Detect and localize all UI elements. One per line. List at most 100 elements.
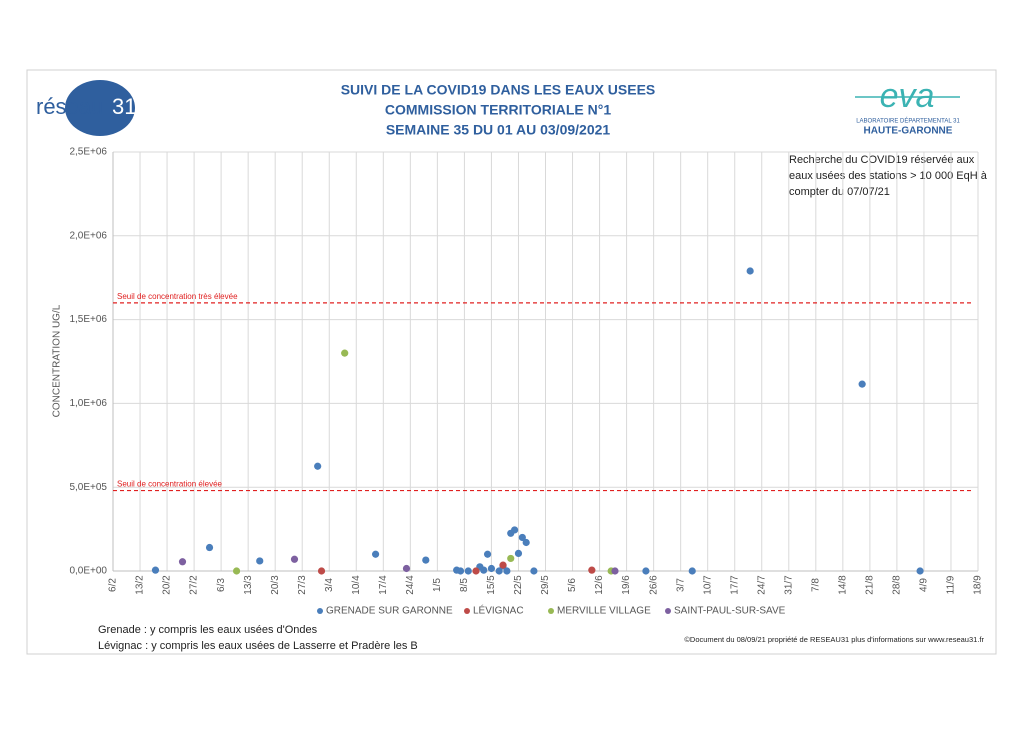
y-tick-label: 5,0E+05 [69,482,107,493]
legend-marker [665,608,671,614]
legend-label: GRENADE SUR GARONNE [326,606,453,617]
logo-line2: HAUTE-GARONNE [864,126,953,137]
x-tick-label: 31/7 [783,575,794,595]
y-tick-label: 2,0E+06 [69,230,107,241]
point [688,567,696,575]
x-tick-label: 1/5 [432,578,443,592]
x-tick-label: 24/7 [756,575,767,595]
point [341,349,349,357]
legend-marker [548,608,554,614]
point [522,538,530,547]
x-tick-label: 28/8 [892,575,903,595]
point [642,567,650,575]
x-tick-label: 14/8 [837,575,848,595]
point [314,462,322,470]
legend-label: SAINT-PAUL-SUR-SAVE [674,606,786,617]
point [487,564,496,573]
x-tick-label: 18/9 [973,575,984,595]
point [518,533,526,542]
point [530,567,538,575]
annotation: Recherche du COVID19 réservée aux [789,154,975,166]
point [916,567,924,575]
y-tick-label: 1,0E+06 [69,398,107,409]
x-tick-label: 29/5 [540,575,551,595]
threshold-label: Seuil de concentration élevée [117,480,223,489]
chart-title: COMMISSION TERRITORIALE N°1 [385,102,611,118]
logo-eva: eva [880,77,935,115]
point [205,543,214,552]
chart-title: SEMAINE 35 DU 01 AU 03/09/2021 [386,122,611,138]
annotation: compter du 07/07/21 [789,186,890,198]
logo-circle [65,80,135,136]
point [317,567,326,575]
point [371,550,380,558]
point [514,549,523,558]
x-tick-label: 13/2 [135,575,146,595]
x-tick-label: 7/8 [810,578,821,592]
logo-line1: LABORATOIRE DÉPARTEMENTAL 31 [856,118,960,125]
legend-label: LÉVIGNAC [473,604,524,617]
note: Lévignac : y compris les eaux usées de L… [98,640,418,652]
point [151,566,160,574]
logo-text: réseau [36,94,103,119]
x-tick-label: 5/6 [567,578,578,592]
y-tick-label: 0,0E+00 [69,566,107,577]
point [178,558,187,566]
point [511,526,519,534]
y-tick-label: 1,5E+06 [69,314,107,325]
x-tick-label: 21/8 [865,575,876,595]
point [464,567,472,575]
x-tick-label: 20/2 [162,575,173,595]
point [611,567,619,575]
x-tick-label: 13/3 [243,575,254,595]
x-tick-label: 19/6 [621,575,632,595]
y-axis-label: CONCENTRATION UG/L [52,304,63,417]
x-tick-label: 17/7 [729,575,740,595]
x-tick-label: 22/5 [513,575,524,595]
legend-marker [317,608,323,614]
x-tick-label: 10/4 [351,575,362,595]
point [588,566,596,574]
logo-number: 31 [112,94,136,119]
point [422,556,430,564]
threshold-label: Seuil de concentration très élevée [117,292,238,301]
x-tick-label: 27/2 [189,575,200,595]
legend-marker [464,608,470,614]
legend-label: MERVILLE VILLAGE [557,606,651,617]
x-tick-label: 8/5 [459,578,470,592]
y-tick-label: 2,5E+06 [69,147,107,158]
x-tick-label: 12/6 [594,575,605,595]
point [499,561,507,569]
copyright: ©Document du 08/09/21 propriété de RESEA… [684,635,984,644]
note: Grenade : y compris les eaux usées d'Ond… [98,624,318,636]
x-tick-label: 4/9 [919,578,930,592]
point [290,555,299,563]
point [472,567,480,575]
x-tick-label: 26/6 [648,575,659,595]
x-tick-label: 3/4 [324,578,335,592]
point [483,550,492,558]
point [256,557,264,565]
point [503,567,511,575]
x-tick-label: 17/4 [378,575,389,595]
point [858,380,866,388]
x-tick-label: 27/3 [297,575,308,595]
annotation: eaux usées des stations > 10 000 EqH à [789,170,988,182]
point [456,567,465,575]
x-tick-label: 24/4 [405,575,416,595]
x-tick-label: 6/3 [216,578,227,592]
point [746,267,754,275]
x-tick-label: 6/2 [108,578,119,592]
x-tick-label: 15/5 [486,575,497,595]
x-tick-label: 3/7 [675,578,686,592]
point [402,564,411,573]
x-tick-label: 10/7 [702,575,713,595]
point [495,567,503,575]
point [507,554,515,563]
point [480,566,488,574]
x-tick-label: 20/3 [270,575,281,595]
x-tick-label: 11/9 [946,575,957,594]
chart-title: SUIVI DE LA COVID19 DANS LES EAUX USEES [341,82,656,98]
